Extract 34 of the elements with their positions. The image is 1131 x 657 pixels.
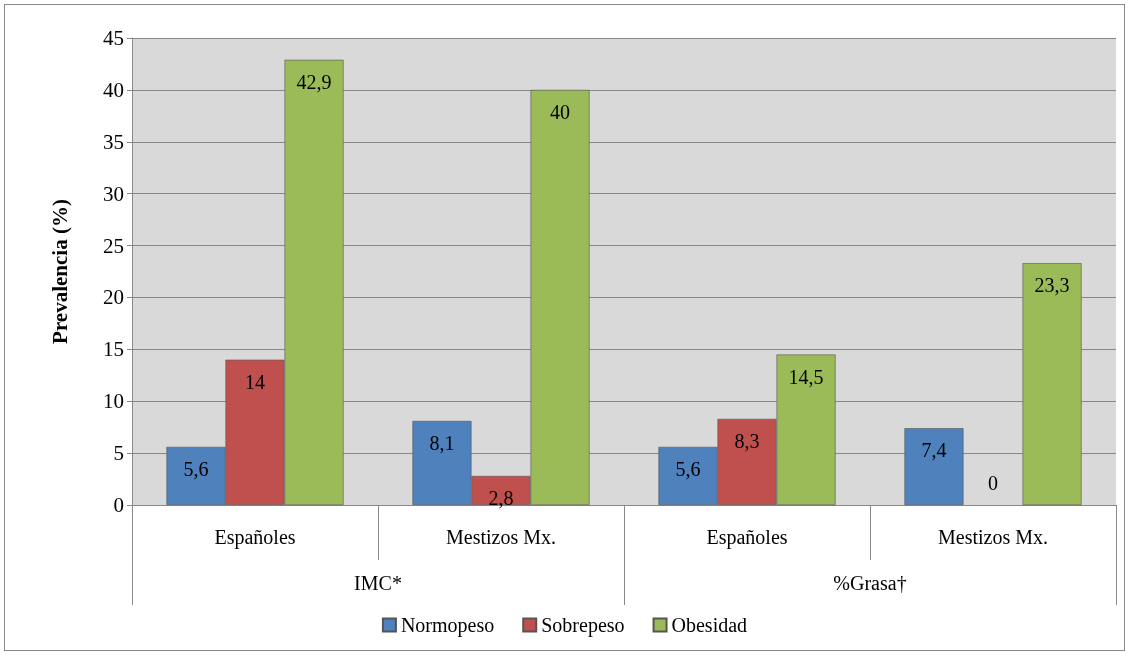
data-label: 5,6 [183, 457, 209, 480]
data-label: 23,3 [1034, 274, 1070, 297]
data-label: 0 [988, 472, 998, 494]
data-label: 2,8 [488, 486, 514, 509]
y-tick-label: 35 [103, 129, 124, 154]
x-tick-label: Españoles [706, 526, 788, 549]
legend-label: Normopeso [400, 614, 495, 637]
y-tick-label: 45 [103, 26, 124, 50]
data-label: 8,1 [429, 431, 455, 454]
bar [1022, 263, 1082, 505]
y-tick-label: 25 [103, 233, 124, 258]
data-label: 14,5 [788, 365, 824, 388]
y-tick-label: 40 [103, 77, 124, 102]
legend-label: Sobrepeso [541, 614, 625, 637]
legend-label: Obesidad [671, 614, 748, 636]
data-label: 5,6 [675, 457, 701, 480]
y-tick-label: 10 [103, 389, 124, 414]
y-axis-title: Prevalencia (%) [47, 199, 72, 344]
text: %Grasa† [833, 572, 907, 594]
x-tick-label: Mestizos Mx. [446, 526, 556, 548]
x-tick-label: Españoles [214, 526, 296, 549]
y-tick-label: 0 [113, 493, 124, 517]
text: IMC* [354, 572, 402, 594]
data-label: 14 [245, 370, 265, 393]
data-label: 40 [550, 100, 571, 123]
data-label: 42,9 [296, 70, 332, 93]
x-tick-label: Mestizos Mx. [938, 526, 1048, 548]
y-tick-label: 20 [103, 285, 124, 310]
y-tick-label: 15 [103, 337, 124, 362]
data-label: 7,4 [921, 439, 947, 462]
bar [904, 428, 964, 505]
y-tick-label: 30 [103, 181, 124, 206]
y-tick-label: 5 [113, 441, 124, 466]
data-label: 8,3 [734, 429, 760, 452]
